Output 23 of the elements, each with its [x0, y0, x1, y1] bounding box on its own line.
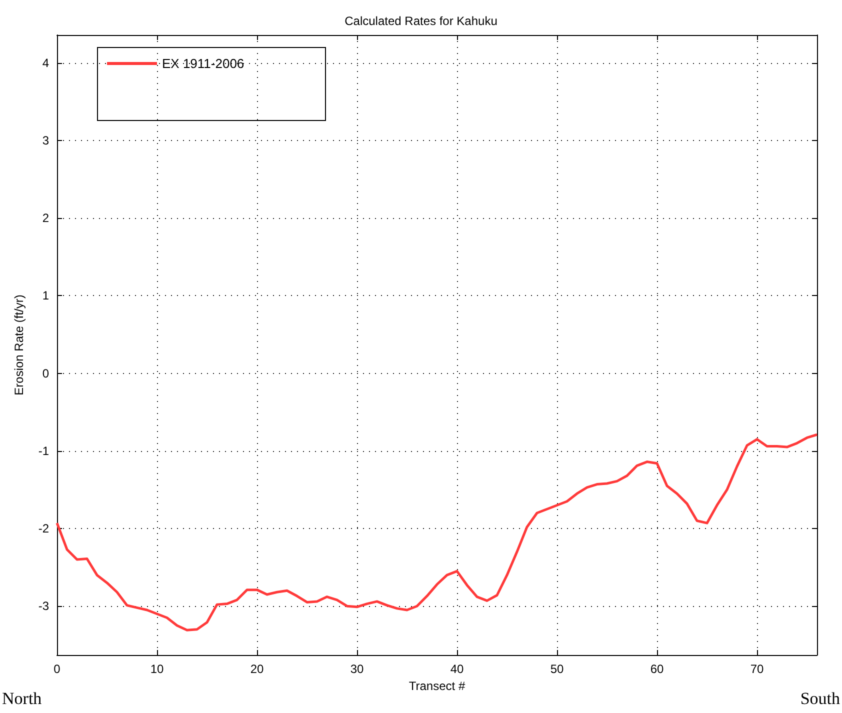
x-tick-label: 20 [250, 662, 264, 676]
y-tick-label: 0 [42, 366, 50, 380]
x-tick-label: 70 [750, 662, 764, 676]
x-tick-label: 10 [150, 662, 164, 676]
y-axis-title: Erosion Rate (ft/yr) [12, 294, 26, 396]
x-axis-title: Transect # [408, 678, 466, 693]
x-tick-label: 50 [550, 662, 564, 676]
x-tick-label: 30 [350, 662, 364, 676]
y-tick-label: 1 [42, 288, 50, 303]
y-tick-label: 4 [42, 56, 50, 70]
legend-label: EX 1911-2006 [162, 56, 244, 71]
x-tick-label: 0 [54, 662, 61, 676]
line-series [56, 433, 818, 632]
chart-title: Calculated Rates for Kahuku [344, 14, 498, 28]
text: South [800, 689, 840, 708]
y-tick-label: 2 [42, 211, 50, 226]
text: North [2, 689, 42, 708]
y-tick-label: -2 [38, 522, 50, 536]
y-tick-label: -3 [38, 599, 50, 614]
y-tick-label: -1 [38, 444, 50, 458]
x-tick-label: 40 [450, 662, 464, 676]
y-tick-label: 3 [42, 134, 50, 148]
x-tick-label: 60 [650, 662, 664, 676]
